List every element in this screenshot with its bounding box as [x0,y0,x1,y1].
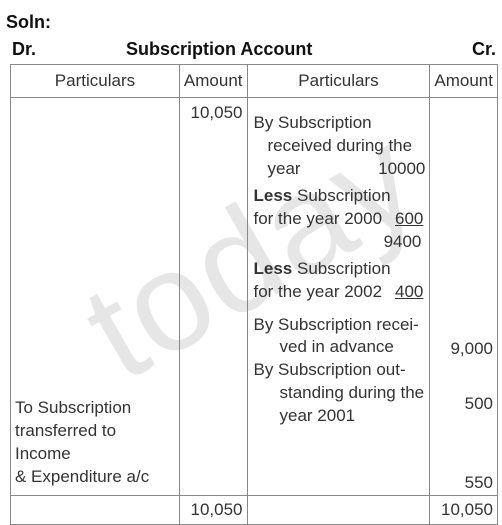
left-amount: 10,050 [179,98,247,496]
left-particulars: To Subscription transferred to Income & … [11,98,180,496]
col-particulars-right: Particulars [247,65,430,98]
account-heading: Dr. Subscription Account Cr. [6,39,496,60]
less1-value: 600 [395,208,425,231]
r3-line1: By Subscription out- [252,359,426,382]
r1-amount: 9,000 [434,338,493,361]
total-left-amount: 10,050 [179,495,247,524]
r1-value: 10000 [378,158,425,181]
account-title: Subscription Account [126,39,456,60]
body-row: To Subscription transferred to Income & … [11,98,498,496]
less1-label: Less [254,186,293,205]
r1-line2: received during the [252,135,426,158]
r3-line2: standing during the [252,382,426,405]
r1-line3: year [268,158,301,181]
less2-label: Less [254,259,293,278]
left-amount-value: 10,050 [191,103,243,122]
less2-value: 400 [395,281,425,304]
col-amount-right: Amount [430,65,498,98]
r2-line2: ved in advance [252,336,426,359]
left-entry-line2: transferred to Income [15,420,175,466]
less2-line2: for the year 2002 [254,281,383,304]
col-particulars-left: Particulars [11,65,180,98]
r3-amount: 550 [434,472,493,495]
left-entry-line1: To Subscription [15,397,175,420]
credit-label: Cr. [456,39,496,60]
r2-amount: 500 [434,393,493,416]
totals-row: 10,050 10,050 [11,495,498,524]
r1-line1: By Subscription [252,112,426,135]
subscription-account-table: Particulars Amount Particulars Amount To… [10,64,498,525]
less2-text: Subscription [297,259,391,278]
right-amount: 9,000 500 550 [430,98,498,496]
col-amount-left: Amount [179,65,247,98]
debit-label: Dr. [6,39,126,60]
less1-line2: for the year 2000 [254,208,383,231]
r3-line3: year 2001 [252,405,426,428]
left-entry-line3: & Expenditure a/c [15,466,175,489]
total-right-blank [247,495,430,524]
solution-label: Soln: [6,12,496,33]
total-left-blank [11,495,180,524]
less1-text: Subscription [297,186,391,205]
total-right-amount: 10,050 [430,495,498,524]
right-particulars: By Subscription received during the year… [247,98,430,496]
subtotal1: 9400 [252,231,426,254]
r2-line1: By Subscription recei- [252,314,426,337]
header-row: Particulars Amount Particulars Amount [11,65,498,98]
